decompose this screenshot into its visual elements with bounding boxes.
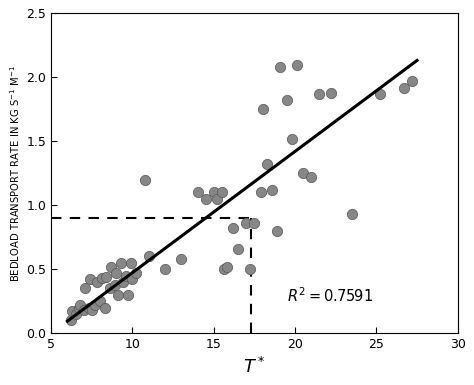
Point xyxy=(257,189,265,196)
Point xyxy=(177,256,185,262)
Point xyxy=(124,292,131,298)
Point xyxy=(327,90,335,96)
Point xyxy=(93,279,100,285)
Point xyxy=(308,174,315,180)
Point xyxy=(101,305,109,311)
Point xyxy=(67,317,74,323)
Point xyxy=(269,187,276,193)
Point xyxy=(128,276,136,283)
X-axis label: $T^*$: $T^*$ xyxy=(243,357,266,377)
Point xyxy=(77,302,84,308)
Point xyxy=(220,266,228,272)
Point xyxy=(106,285,113,291)
Point xyxy=(88,307,96,313)
Point xyxy=(259,106,266,112)
Point xyxy=(300,170,307,176)
Point xyxy=(142,177,149,183)
Point xyxy=(277,64,284,70)
Point xyxy=(119,279,127,285)
Point xyxy=(72,311,79,317)
Point xyxy=(122,273,130,279)
Point xyxy=(234,246,242,252)
Text: $R^2 = 0.7591$: $R^2 = 0.7591$ xyxy=(287,286,373,305)
Point xyxy=(69,308,76,315)
Point xyxy=(348,211,356,217)
Point xyxy=(145,253,153,259)
Point xyxy=(273,228,281,234)
Point xyxy=(86,276,94,283)
Point xyxy=(108,264,115,270)
Point xyxy=(80,307,88,313)
Point xyxy=(161,266,169,272)
Point xyxy=(96,298,104,304)
Point xyxy=(91,302,99,308)
Point xyxy=(127,260,135,266)
Point xyxy=(243,220,250,226)
Point xyxy=(218,189,226,196)
Point xyxy=(264,161,271,167)
Point xyxy=(85,305,92,311)
Point xyxy=(114,292,122,298)
Point xyxy=(194,189,201,196)
Point xyxy=(293,62,301,68)
Point xyxy=(376,91,383,97)
Point xyxy=(288,136,296,142)
Point xyxy=(246,266,254,272)
Point xyxy=(229,225,237,231)
Point xyxy=(213,196,221,202)
Point xyxy=(251,220,258,226)
Point xyxy=(82,285,89,291)
Point xyxy=(223,264,230,270)
Point xyxy=(283,97,291,104)
Point xyxy=(98,275,105,281)
Point xyxy=(112,270,120,276)
Point xyxy=(117,260,125,266)
Point xyxy=(132,270,139,276)
Point xyxy=(409,78,416,84)
Point xyxy=(210,189,218,196)
Point xyxy=(400,84,408,90)
Point xyxy=(111,281,118,288)
Point xyxy=(316,91,323,97)
Point xyxy=(202,196,210,202)
Point xyxy=(103,274,110,280)
Point xyxy=(75,305,82,311)
Y-axis label: BEDLOAD TRANSPORT RATE IN KG S$^{-1}$ M$^{-1}$: BEDLOAD TRANSPORT RATE IN KG S$^{-1}$ M$… xyxy=(9,65,22,282)
